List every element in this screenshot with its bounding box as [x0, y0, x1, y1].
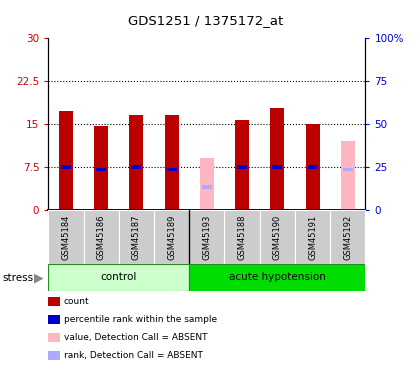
Bar	[237, 165, 247, 169]
Bar	[260, 210, 295, 264]
Text: count: count	[64, 297, 89, 306]
Bar	[273, 165, 282, 169]
Bar	[96, 168, 106, 171]
Bar	[189, 210, 224, 264]
Text: GSM45187: GSM45187	[132, 214, 141, 260]
Bar	[119, 210, 154, 264]
Text: GSM45184: GSM45184	[61, 214, 71, 260]
Text: ▶: ▶	[34, 272, 43, 285]
Bar	[295, 210, 330, 264]
Bar	[270, 108, 284, 210]
Bar	[202, 185, 212, 189]
Bar	[165, 114, 178, 210]
Bar	[61, 165, 71, 169]
Bar	[48, 264, 189, 291]
Text: GSM45193: GSM45193	[202, 214, 211, 260]
Text: percentile rank within the sample: percentile rank within the sample	[64, 315, 217, 324]
Text: GDS1251 / 1375172_at: GDS1251 / 1375172_at	[128, 14, 284, 27]
Bar	[84, 210, 119, 264]
Text: rank, Detection Call = ABSENT: rank, Detection Call = ABSENT	[64, 351, 203, 360]
Text: GSM45190: GSM45190	[273, 214, 282, 260]
Text: GSM45188: GSM45188	[238, 214, 247, 260]
Bar	[59, 111, 73, 210]
Bar	[167, 168, 176, 171]
Bar	[200, 158, 214, 210]
Bar	[305, 124, 320, 210]
Text: stress: stress	[2, 273, 33, 283]
Bar	[224, 210, 260, 264]
Bar	[341, 141, 355, 210]
Bar	[343, 168, 353, 171]
Text: acute hypotension: acute hypotension	[229, 273, 326, 282]
Text: GSM45192: GSM45192	[343, 214, 352, 260]
Bar	[189, 264, 365, 291]
Bar	[129, 114, 143, 210]
Bar	[330, 210, 365, 264]
Text: GSM45186: GSM45186	[97, 214, 106, 260]
Text: GSM45189: GSM45189	[167, 214, 176, 260]
Text: value, Detection Call = ABSENT: value, Detection Call = ABSENT	[64, 333, 207, 342]
Bar	[307, 165, 318, 169]
Text: GSM45191: GSM45191	[308, 214, 317, 260]
Bar	[94, 126, 108, 210]
Bar	[235, 120, 249, 210]
Bar	[154, 210, 189, 264]
Bar	[131, 165, 141, 169]
Text: control: control	[100, 273, 137, 282]
Bar	[48, 210, 84, 264]
